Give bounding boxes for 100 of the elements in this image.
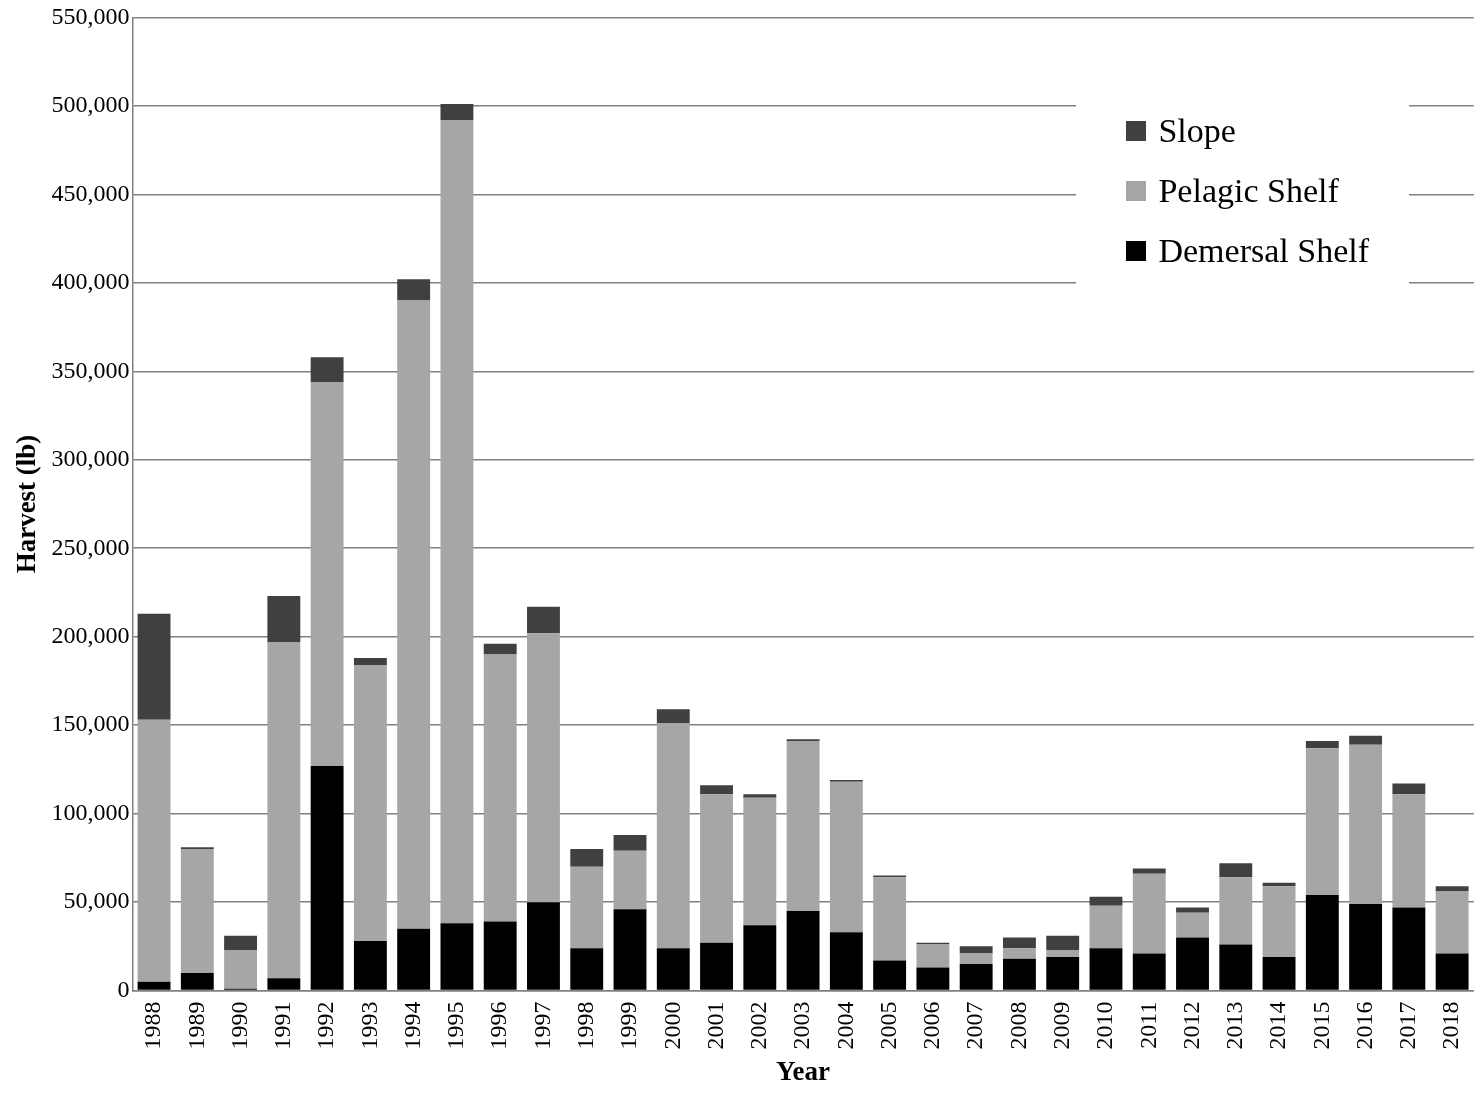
x-tick-label: 2000 — [658, 1001, 685, 1050]
bar — [1392, 907, 1426, 990]
bar — [743, 925, 777, 990]
bar — [440, 104, 474, 121]
x-tick-label: 2014 — [1264, 1001, 1291, 1050]
bar — [1176, 937, 1209, 990]
x-tick-label: 1988 — [139, 1001, 166, 1050]
bar — [180, 972, 214, 990]
bar — [1305, 741, 1339, 749]
bar — [656, 948, 690, 990]
x-tick-label: 2018 — [1437, 1001, 1464, 1050]
bar — [310, 381, 344, 766]
bar — [959, 964, 993, 990]
bar — [1349, 735, 1383, 745]
bar — [527, 606, 560, 634]
legend-label: Demersal Shelf — [1158, 232, 1369, 270]
x-tick-label: 2004 — [831, 1001, 858, 1050]
bar — [700, 942, 733, 990]
bar — [397, 279, 431, 301]
bar — [613, 909, 647, 990]
bar — [656, 723, 690, 949]
bar — [1262, 886, 1296, 957]
y-tick-label: 550,000 — [51, 2, 130, 29]
y-tick-label: 250,000 — [51, 533, 130, 560]
y-tick-label: 450,000 — [51, 179, 130, 206]
x-tick-label: 1992 — [312, 1001, 339, 1050]
bar — [137, 613, 171, 720]
bar — [397, 928, 431, 990]
bar — [873, 960, 907, 990]
bar — [570, 866, 604, 949]
bar — [310, 765, 344, 990]
bar — [1089, 905, 1123, 949]
bar — [786, 741, 820, 911]
x-tick-label: 1989 — [182, 1001, 209, 1050]
bar — [916, 967, 950, 990]
bar — [483, 921, 517, 990]
y-tick-label: 350,000 — [51, 356, 130, 383]
bar — [1176, 907, 1209, 913]
x-tick-label: 1993 — [355, 1001, 382, 1050]
bar — [267, 596, 301, 643]
x-tick-label: 1995 — [442, 1001, 469, 1050]
bar — [224, 935, 258, 950]
bar — [743, 794, 777, 798]
bar — [1046, 949, 1080, 957]
x-tick-label: 2006 — [918, 1001, 945, 1050]
x-tick-label: 1990 — [225, 1001, 252, 1050]
bar — [1392, 794, 1426, 908]
x-tick-label: 2007 — [961, 1001, 988, 1050]
bar — [527, 902, 560, 990]
y-tick-label: 300,000 — [51, 445, 130, 472]
bar — [440, 923, 474, 990]
bar — [1002, 937, 1036, 949]
bar — [353, 941, 387, 990]
bar — [1046, 956, 1080, 990]
x-tick-label: 2008 — [1004, 1001, 1031, 1050]
bar — [1132, 868, 1166, 874]
bar — [224, 949, 258, 989]
y-tick-label: 400,000 — [51, 268, 130, 295]
x-tick-label: 1996 — [485, 1001, 512, 1050]
bar — [1132, 953, 1166, 990]
x-tick-label: 2013 — [1221, 1001, 1248, 1050]
bar — [1219, 877, 1253, 945]
bar — [613, 834, 647, 851]
bar — [267, 642, 301, 979]
bar — [1349, 744, 1383, 904]
bar — [613, 850, 647, 910]
bar — [483, 654, 517, 922]
y-tick-label: 50,000 — [63, 887, 130, 914]
bar — [1089, 948, 1123, 990]
bar — [1435, 953, 1469, 990]
bar — [1219, 944, 1253, 990]
bar — [180, 849, 214, 973]
bar — [1089, 896, 1123, 906]
bar — [700, 785, 733, 795]
y-axis-title: Harvest (lb) — [11, 434, 42, 574]
bar — [786, 910, 820, 990]
bar — [959, 946, 993, 954]
legend-label: Slope — [1158, 112, 1236, 150]
x-tick-label: 1994 — [398, 1001, 425, 1050]
bar — [916, 944, 950, 968]
bar — [1219, 863, 1253, 878]
bar — [1046, 935, 1080, 950]
bar — [1305, 895, 1339, 990]
y-tick-label: 500,000 — [51, 91, 130, 118]
x-tick-label: 1997 — [528, 1001, 555, 1050]
x-tick-label: 2011 — [1134, 1001, 1161, 1049]
x-tick-label: 1999 — [615, 1001, 642, 1050]
bar — [1002, 948, 1036, 959]
x-tick-label: 2003 — [788, 1001, 815, 1050]
x-tick-label: 2010 — [1091, 1001, 1118, 1050]
x-tick-label: 2001 — [701, 1001, 728, 1050]
y-tick-label: 100,000 — [51, 798, 130, 825]
bar — [137, 981, 171, 990]
bar — [1435, 891, 1469, 954]
bar — [1305, 748, 1339, 896]
bar — [1392, 783, 1426, 795]
bar — [829, 932, 863, 990]
x-tick-label: 2012 — [1177, 1001, 1204, 1050]
bar — [570, 948, 604, 990]
bar — [483, 643, 517, 655]
